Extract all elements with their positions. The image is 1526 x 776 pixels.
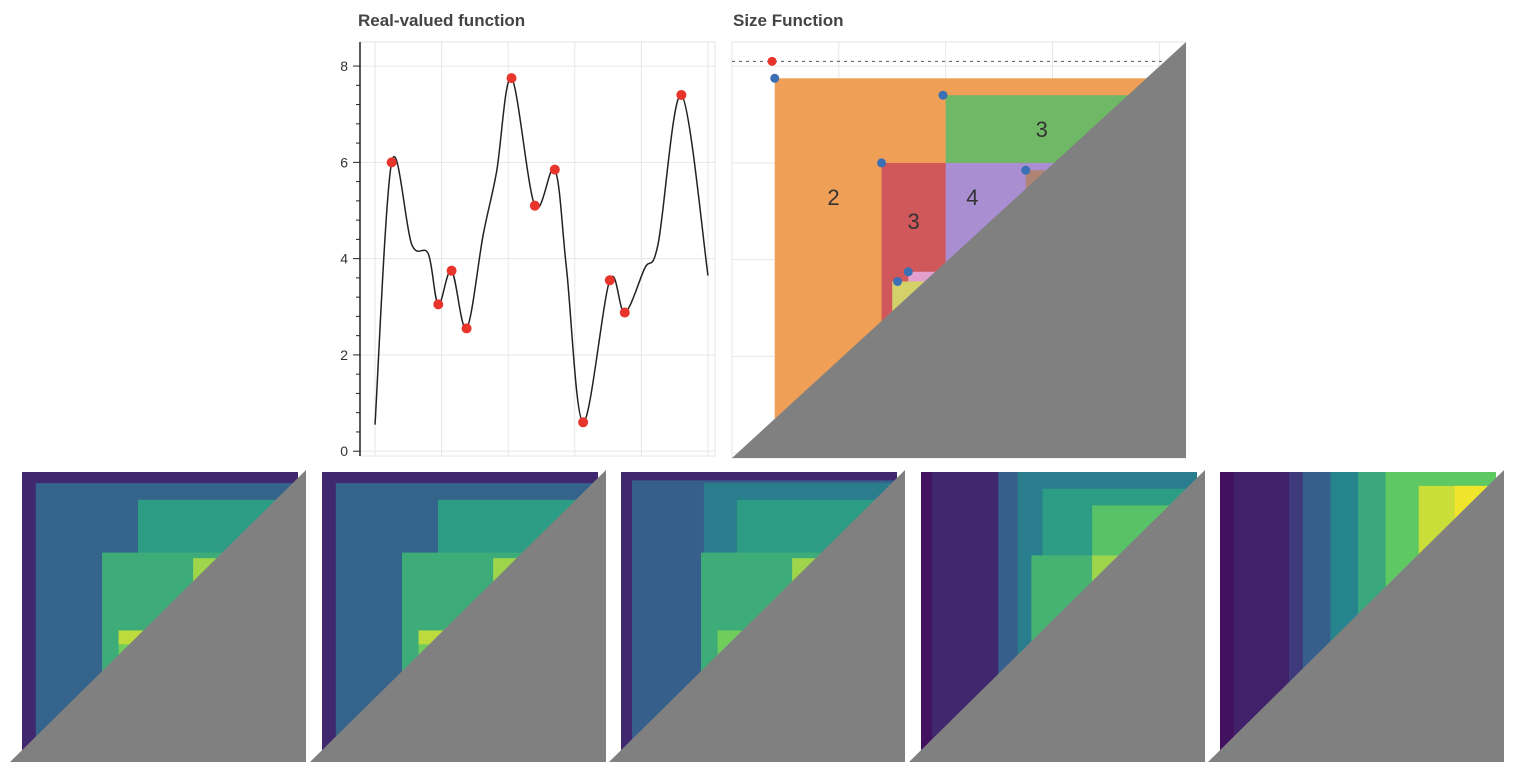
y-tick-label: 0: [340, 443, 348, 459]
y-tick-label: 2: [340, 347, 348, 363]
critical-point: [433, 299, 444, 310]
critical-point: [386, 157, 397, 168]
line-chart-title: Real-valued function: [358, 11, 526, 30]
critical-point: [461, 323, 472, 334]
region-label: 4: [966, 185, 978, 210]
region-label: 2: [827, 185, 839, 210]
heatmap-panel: [10, 470, 306, 762]
size-point: [767, 56, 777, 66]
size-point: [903, 267, 913, 277]
size-point: [877, 158, 887, 168]
critical-point: [578, 417, 589, 428]
y-tick-label: 6: [340, 154, 348, 170]
diagonal-mask: [10, 470, 306, 762]
size-point: [770, 73, 780, 83]
size-point: [893, 276, 903, 286]
y-tick-label: 4: [340, 251, 348, 267]
size-function-chart: 2 3 3 4: [731, 41, 1186, 459]
plot-frame: [359, 41, 716, 457]
size-point: [938, 90, 948, 100]
critical-point: [446, 265, 457, 276]
critical-point: [676, 89, 687, 100]
heatmap-panel: [309, 470, 606, 762]
critical-point: [529, 200, 540, 211]
region-label: 3: [907, 209, 919, 234]
diagonal-mask: [1208, 470, 1504, 762]
critical-point: [549, 164, 560, 175]
diagonal-mask: [309, 470, 606, 762]
size-point: [1021, 165, 1031, 175]
heatmap-panel: [1208, 470, 1504, 762]
diagonal-mask: [609, 470, 905, 762]
critical-point: [604, 275, 615, 286]
real-valued-function-chart: 0 2 4 6 8: [340, 41, 716, 459]
region-label: 3: [1036, 117, 1048, 142]
critical-point: [506, 73, 517, 84]
y-tick-label: 8: [340, 58, 348, 74]
size-function-title: Size Function: [733, 11, 844, 30]
critical-point: [619, 307, 630, 318]
heatmap-panel: [609, 470, 905, 762]
diagonal-mask: [732, 42, 1186, 458]
function-curve: [374, 77, 709, 425]
diagonal-mask: [908, 470, 1205, 762]
heatmap-panel: [908, 470, 1205, 762]
